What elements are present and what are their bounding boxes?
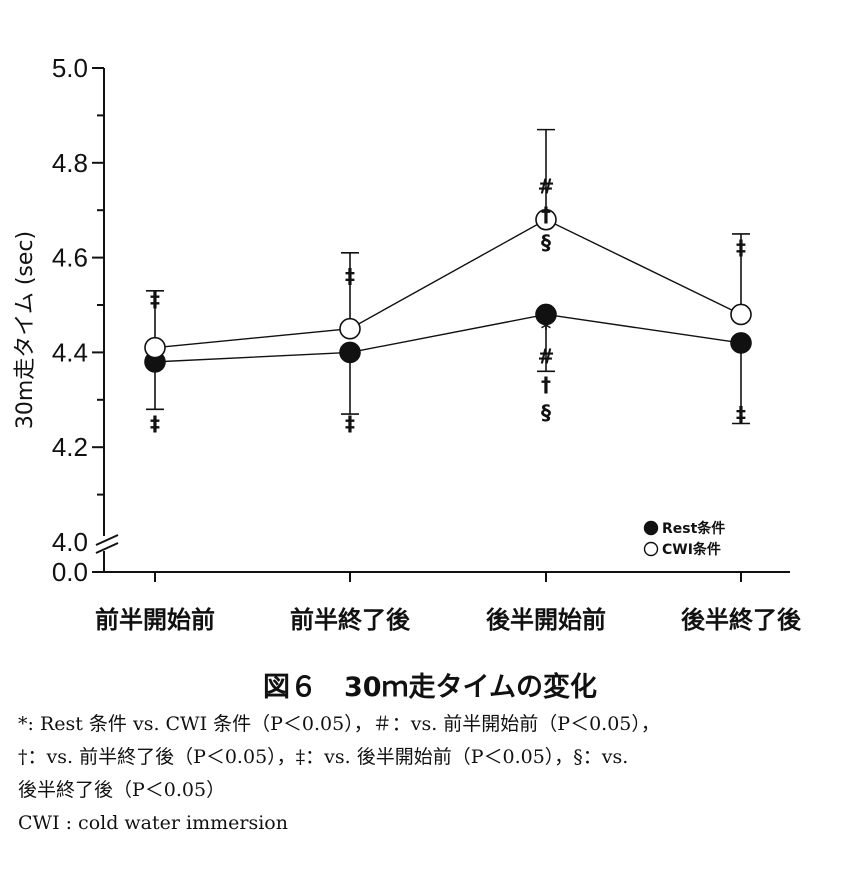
chart-marks: ‡ ‡ § † # ‡ ‡ ‡ * # † § ‡ bbox=[144, 128, 752, 436]
data-point bbox=[730, 303, 752, 326]
significance-mark: ‡ bbox=[736, 235, 746, 259]
y-tick-label: 4.0 bbox=[52, 527, 88, 557]
significance-mark: ‡ bbox=[150, 287, 160, 311]
significance-mark: § bbox=[541, 401, 551, 425]
y-tick-label: 4.2 bbox=[52, 432, 88, 462]
figure-caption: 図６ 30ｍ走タイムの変化 bbox=[262, 672, 598, 703]
significance-mark: ‡ bbox=[345, 412, 355, 436]
x-tick-label: 前半開始前 bbox=[95, 606, 215, 634]
data-point bbox=[535, 303, 557, 326]
y-tick-label: 0.0 bbox=[52, 557, 88, 587]
y-tick-label: 4.4 bbox=[52, 337, 88, 367]
significance-mark: * bbox=[541, 317, 552, 341]
figure-notes: *: Rest 条件 vs. CWI 条件（P＜0.05），＃：vs. 前半開始… bbox=[18, 708, 848, 840]
legend-marker bbox=[643, 541, 659, 557]
data-point bbox=[730, 332, 752, 354]
significance-mark: § bbox=[541, 231, 551, 255]
legend-marker bbox=[643, 520, 659, 536]
x-tick-labels: 前半開始前 前半終了後 後半開始前 後半終了後 bbox=[95, 572, 802, 634]
significance-mark: ‡ bbox=[345, 264, 355, 288]
significance-mark: ‡ bbox=[736, 402, 746, 426]
significance-mark: † bbox=[541, 373, 551, 397]
axis-break-mark bbox=[95, 542, 119, 554]
legend: Rest条件 CWI条件 bbox=[643, 520, 725, 558]
note-line: *: Rest 条件 vs. CWI 条件（P＜0.05），＃：vs. 前半開始… bbox=[18, 713, 660, 735]
data-point bbox=[144, 336, 166, 359]
significance-mark: # bbox=[538, 345, 555, 369]
note-line: †：vs. 前半終了後（P＜0.05），‡：vs. 後半開始前（P＜0.05），… bbox=[18, 746, 629, 768]
axis-break-mark bbox=[95, 534, 119, 546]
significance-mark: † bbox=[541, 203, 551, 227]
significance-mark: ‡ bbox=[150, 412, 160, 436]
x-tick-label: 後半開始前 bbox=[486, 606, 606, 634]
data-point bbox=[535, 208, 557, 231]
y-ticks: 5.0 4.8 4.6 4.4 4.2 4.00.0 bbox=[52, 53, 104, 587]
series-line bbox=[154, 218, 742, 349]
y-axis-label: 30m走タイム (sec) bbox=[13, 231, 38, 429]
note-line: 後半終了後（P＜0.05） bbox=[18, 779, 226, 801]
series-line bbox=[154, 313, 742, 363]
data-point bbox=[339, 341, 361, 364]
x-tick-label: 前半終了後 bbox=[290, 606, 411, 634]
note-line: CWI : cold water immersion bbox=[18, 812, 288, 834]
y-tick-label: 5.0 bbox=[52, 53, 88, 83]
y-tick-label: 4.8 bbox=[52, 148, 88, 178]
y-tick-label: 4.6 bbox=[52, 243, 88, 273]
legend-label: CWI条件 bbox=[662, 541, 721, 558]
chart: 5.0 4.8 4.6 4.4 4.2 4.00.0 前半開始前 前半終了後 後半開始前 後半終… bbox=[13, 53, 802, 634]
significance-mark: # bbox=[538, 175, 555, 199]
data-point bbox=[339, 317, 361, 340]
x-tick-label: 後半終了後 bbox=[681, 606, 802, 634]
legend-label: Rest条件 bbox=[662, 520, 725, 537]
axes bbox=[95, 68, 790, 573]
